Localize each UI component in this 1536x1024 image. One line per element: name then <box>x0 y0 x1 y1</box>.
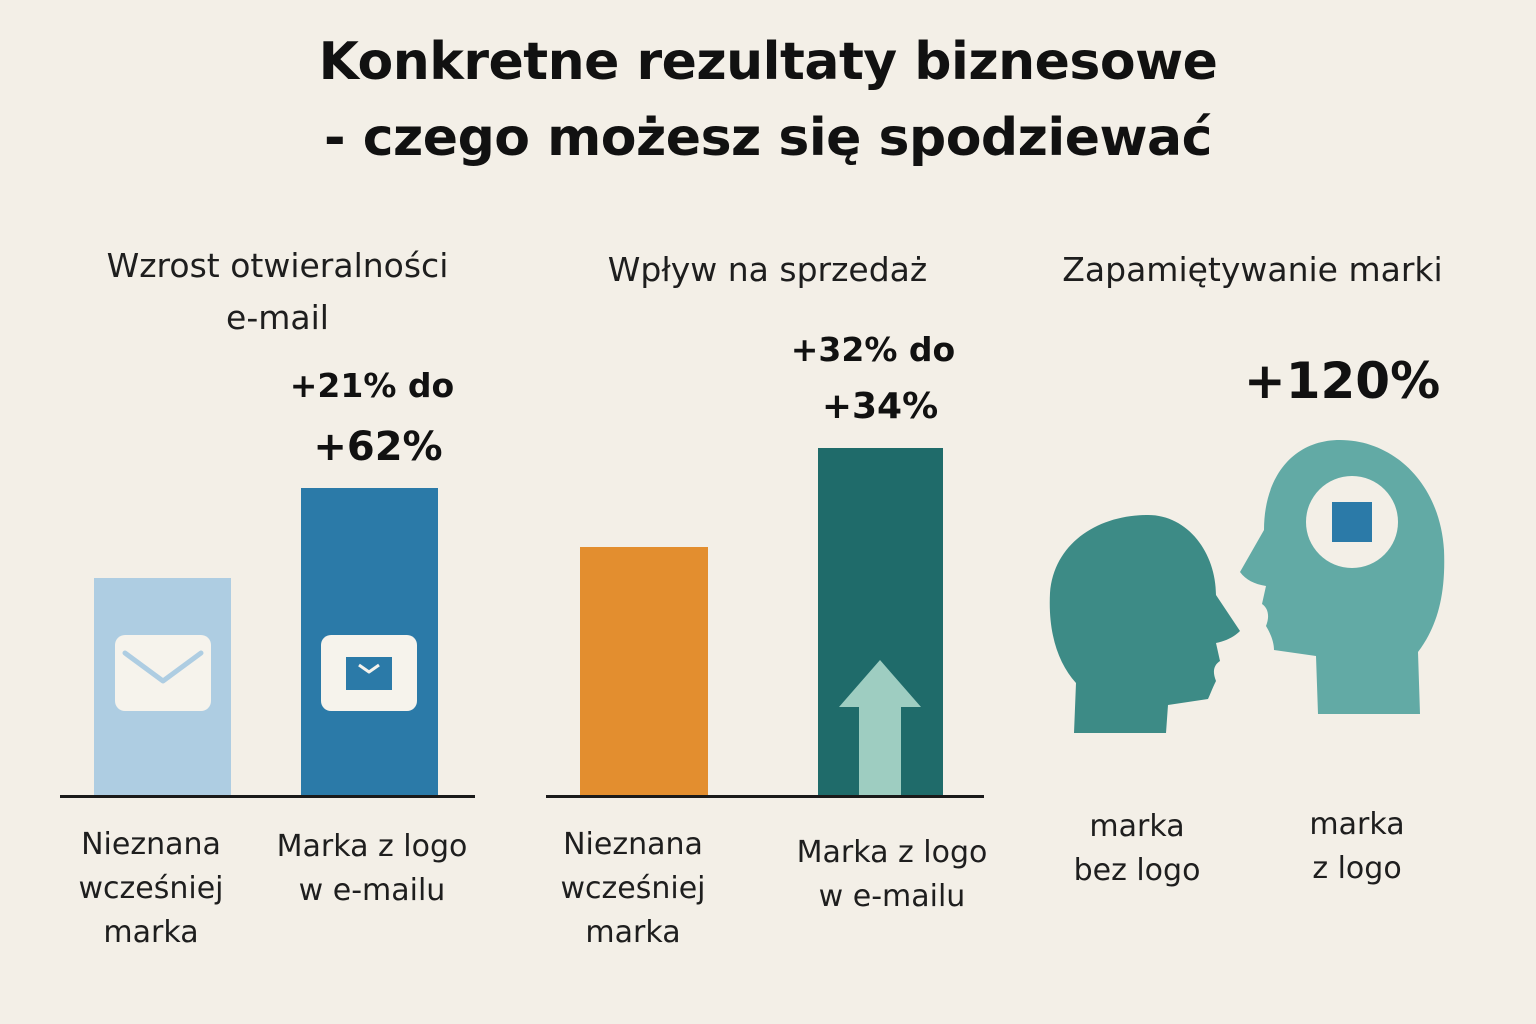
branded-envelope-icon <box>321 635 417 711</box>
bar-brand-with-logo <box>301 488 438 796</box>
envelope-icon <box>115 635 211 711</box>
caption-brand-with-logo: marka z logo <box>1252 803 1462 891</box>
caption-brand-without-logo: marka bez logo <box>1032 805 1242 893</box>
caption-line: Nieznana <box>563 827 703 862</box>
panel-heading: Wzrost otwieralności <box>106 246 449 285</box>
caption-line: Marka z logo <box>276 829 468 864</box>
caption-line: w e-mailu <box>818 879 966 914</box>
caption-line: marka <box>1309 807 1405 842</box>
up-arrow-icon <box>839 660 921 796</box>
bar-caption-brand-with-logo: Marka z logo w e-mailu <box>262 825 482 913</box>
head-with-logo-icon <box>1240 440 1445 714</box>
value-label-line-2: +34% <box>821 386 939 427</box>
bar-caption-unknown-brand: Nieznana wcześniej marka <box>45 823 257 955</box>
panel-heading-line-2: e-mail <box>226 298 329 337</box>
bar-caption-unknown-brand: Nieznana wcześniej marka <box>527 823 739 955</box>
value-label: +21% do <box>289 366 455 405</box>
value-label-line-2: +62% <box>313 424 443 470</box>
panel-heading: Zapamiętywanie marki <box>1062 250 1443 289</box>
bar-unknown-brand <box>94 578 231 796</box>
bar-brand-with-logo <box>818 448 943 796</box>
value-label: +32% do <box>790 330 956 369</box>
caption-line: marka <box>103 915 199 950</box>
title-line-2: - czego możesz się spodziewać <box>324 108 1212 168</box>
caption-line: wcześniej <box>78 871 224 906</box>
panel-heading: Wpływ na sprzedaż <box>607 250 928 289</box>
value-label: +120% <box>1243 352 1441 410</box>
bar-unknown-brand <box>580 547 708 796</box>
head-profile-icon <box>1049 515 1240 733</box>
title-line-1: Konkretne rezultaty biznesowe <box>318 32 1218 92</box>
caption-line: w e-mailu <box>298 873 446 908</box>
baseline <box>60 795 475 798</box>
caption-line: Marka z logo <box>796 835 988 870</box>
logo-square <box>1332 502 1372 542</box>
caption-line: marka <box>585 915 681 950</box>
caption-line: Nieznana <box>81 827 221 862</box>
caption-line: bez logo <box>1073 853 1201 888</box>
baseline <box>546 795 984 798</box>
caption-line: marka <box>1089 809 1185 844</box>
bar-caption-brand-with-logo: Marka z logo w e-mailu <box>782 831 1002 919</box>
caption-line: z logo <box>1312 851 1402 886</box>
caption-line: wcześniej <box>560 871 706 906</box>
